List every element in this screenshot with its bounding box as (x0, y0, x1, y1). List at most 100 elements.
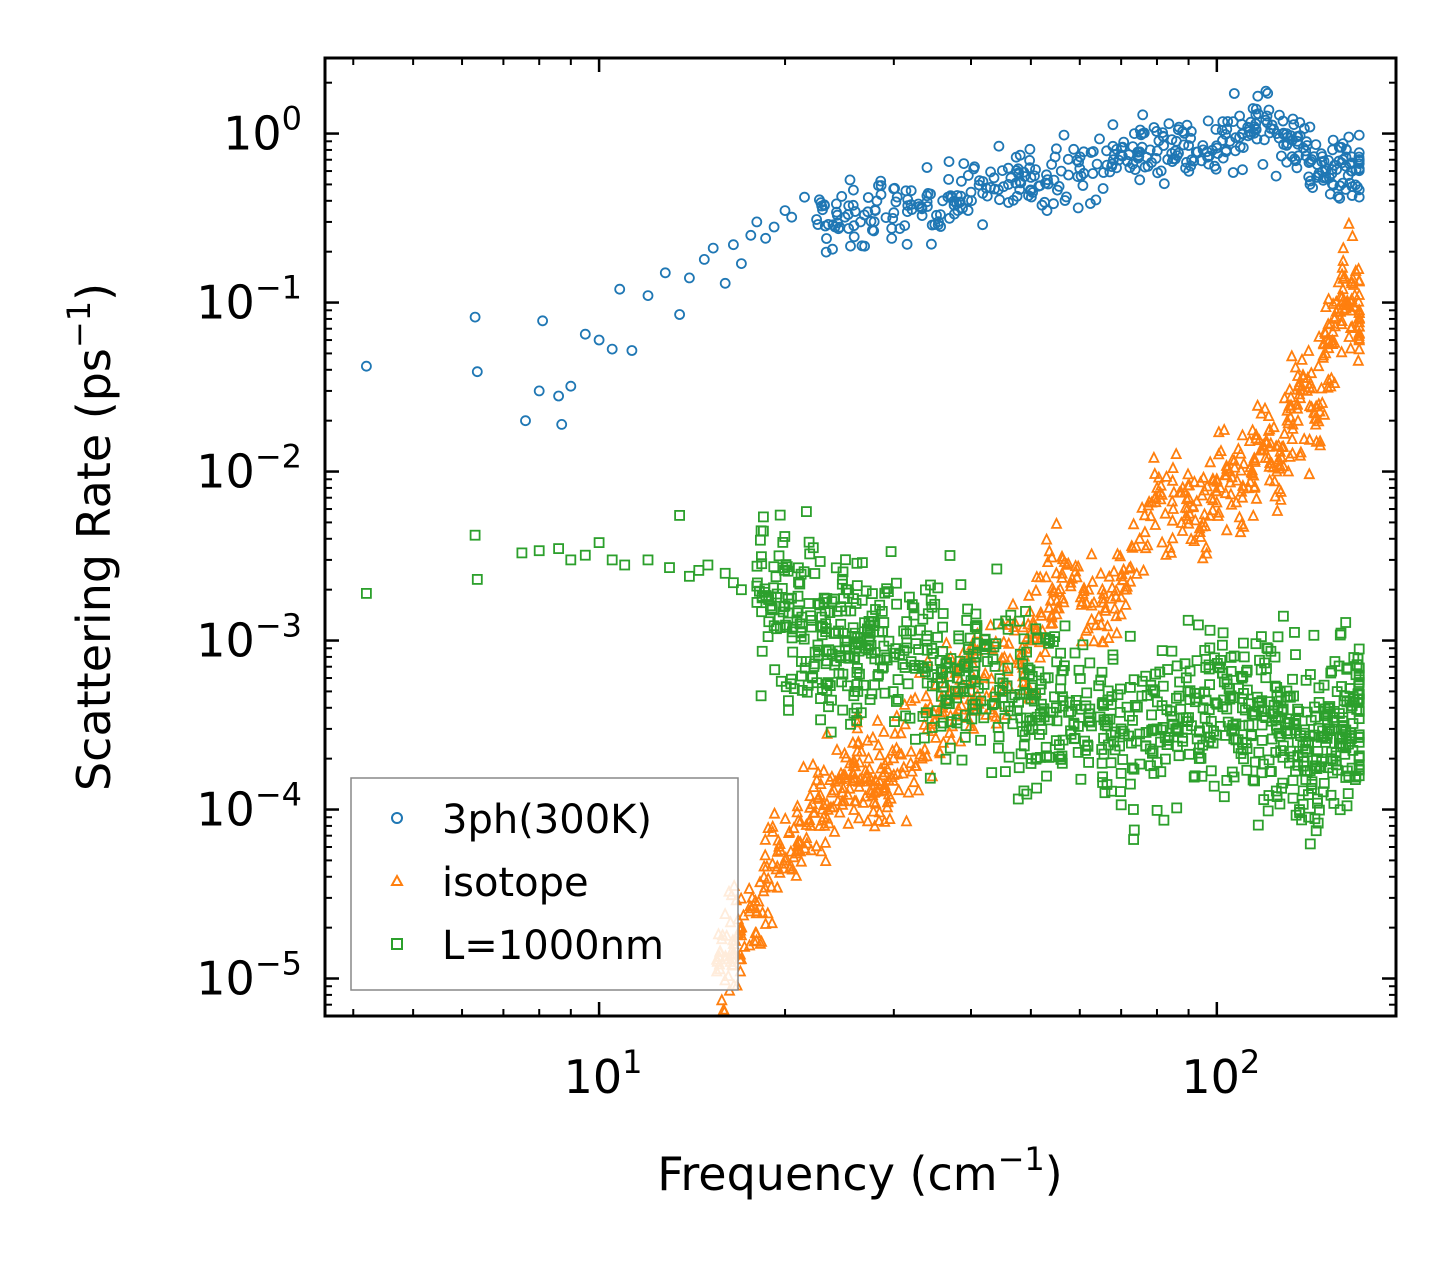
data-point (1163, 540, 1176, 553)
data-point (868, 216, 880, 228)
data-point (1063, 169, 1074, 181)
data-point (863, 616, 875, 627)
data-point (1303, 811, 1314, 823)
data-point (955, 190, 967, 202)
data-point (1007, 597, 1019, 610)
data-point (955, 579, 967, 590)
data-point (1082, 739, 1093, 751)
data-point (1151, 480, 1163, 493)
data-point (814, 556, 826, 567)
data-point (1126, 737, 1137, 749)
data-point (1002, 623, 1014, 635)
data-point (1212, 505, 1225, 518)
data-point (842, 209, 854, 220)
data-point (905, 744, 918, 757)
data-point (779, 205, 791, 217)
data-point (1110, 583, 1123, 596)
data-point (755, 690, 767, 702)
data-point (1236, 428, 1249, 441)
data-point (1282, 464, 1295, 477)
data-point (1282, 718, 1293, 729)
data-point (864, 694, 876, 705)
data-point (1334, 629, 1346, 641)
data-point (890, 741, 903, 754)
tick-labels: 101 102 100 10−1 10−2 10−3 10−4 10−5 (196, 100, 1260, 1104)
data-point (1115, 149, 1127, 161)
data-point (859, 240, 870, 252)
data-point (991, 563, 1003, 575)
data-point (892, 783, 905, 796)
data-point (1012, 163, 1024, 175)
data-point (989, 661, 1001, 672)
data-point (537, 315, 548, 327)
data-point (1108, 736, 1120, 748)
data-point (873, 748, 886, 761)
data-point (1237, 456, 1250, 469)
data-point (1108, 601, 1121, 614)
data-point (1027, 689, 1039, 701)
data-point (1124, 630, 1136, 642)
data-point (1020, 606, 1031, 617)
data-point (516, 547, 528, 559)
data-point (821, 726, 834, 739)
data-point (1115, 590, 1128, 603)
data-point (1238, 637, 1249, 649)
data-point (1211, 474, 1224, 487)
data-point (1331, 759, 1342, 771)
data-point (1134, 124, 1146, 136)
data-point (809, 646, 821, 658)
data-point (1003, 751, 1015, 763)
data-point (874, 654, 886, 666)
data-point (878, 640, 890, 652)
data-point (906, 764, 919, 777)
data-point (997, 677, 1009, 689)
data-point (1043, 752, 1055, 763)
data-point (1344, 341, 1357, 354)
data-point (1159, 506, 1172, 519)
data-point (1182, 614, 1194, 626)
data-point (1183, 165, 1195, 177)
data-point (1262, 643, 1274, 655)
data-point (1123, 730, 1134, 742)
data-point (1127, 517, 1140, 530)
data-point (1148, 768, 1160, 779)
data-point (1160, 753, 1171, 765)
data-point (999, 713, 1011, 724)
data-point (818, 818, 831, 831)
data-point (759, 916, 772, 929)
data-point (1283, 449, 1296, 462)
data-point (795, 626, 807, 637)
data-point (1105, 591, 1118, 604)
data-point (838, 767, 851, 780)
data-point (765, 879, 778, 892)
data-point (1089, 618, 1102, 631)
data-point (1187, 500, 1200, 513)
data-point (807, 757, 819, 770)
legend-marker-circle-icon (391, 812, 403, 824)
data-point (758, 859, 771, 872)
data-point (755, 525, 767, 537)
data-point (1353, 643, 1365, 655)
data-point (1237, 519, 1250, 532)
data-point (985, 166, 996, 178)
data-point (807, 670, 819, 682)
data-point (1335, 345, 1348, 358)
data-point (1247, 508, 1260, 521)
data-point (1346, 762, 1358, 774)
data-point (871, 713, 884, 726)
data-point (779, 850, 792, 863)
data-point (1319, 300, 1332, 313)
data-point (1068, 143, 1080, 155)
data-point (836, 190, 848, 202)
data-point (1038, 703, 1050, 715)
data-point (1041, 205, 1053, 217)
data-point (1345, 276, 1358, 289)
data-point (1034, 570, 1047, 583)
data-point (1250, 427, 1263, 440)
data-point (943, 173, 954, 185)
data-point (871, 195, 883, 207)
data-point (1272, 631, 1284, 643)
data-point (1056, 566, 1069, 579)
data-point (1353, 663, 1365, 674)
